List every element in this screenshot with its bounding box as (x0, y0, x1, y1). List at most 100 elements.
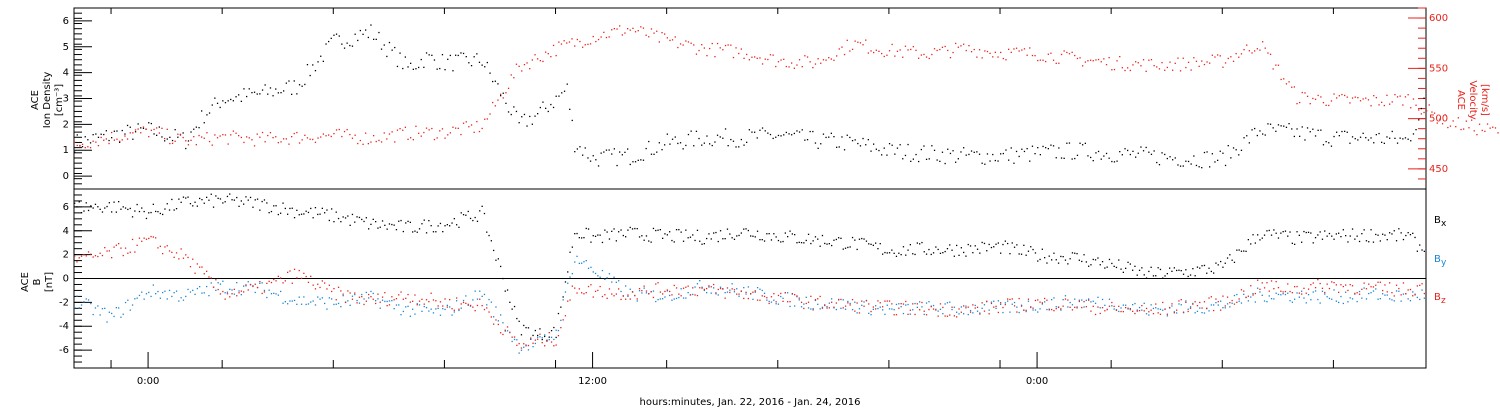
ion-density-point (925, 158, 928, 160)
ion-density-point (214, 97, 216, 99)
ion-density-point (1058, 147, 1060, 149)
by-point (997, 300, 999, 302)
ion-density-point (1185, 160, 1187, 162)
velocity-point (545, 51, 547, 53)
by-point (298, 296, 300, 298)
ion-density-point (650, 153, 653, 155)
bz-point (1060, 308, 1062, 310)
ion-density-point (1370, 137, 1372, 139)
ion-density-point (378, 31, 380, 34)
by-point (553, 338, 555, 341)
bz-point (182, 257, 185, 259)
velocity-point (230, 134, 232, 136)
bx-point (627, 229, 629, 231)
velocity-point (164, 137, 166, 140)
ion-density-point (894, 153, 896, 155)
bz-point (993, 306, 995, 308)
velocity-point (410, 137, 412, 139)
ion-density-point (918, 160, 920, 163)
by-point (710, 292, 712, 294)
by-point (1208, 310, 1210, 312)
bx-point (368, 228, 370, 230)
velocity-point (1113, 68, 1116, 71)
bz-point (655, 283, 657, 285)
bx-point (206, 196, 208, 198)
bz-point (479, 298, 481, 300)
bx-point (266, 202, 268, 204)
bz-point (356, 302, 358, 304)
bz-point (946, 315, 949, 317)
bx-point (1224, 262, 1226, 264)
velocity-point (171, 142, 174, 144)
bz-point (1233, 303, 1236, 305)
velocity-point (396, 129, 399, 131)
bx-point (1409, 234, 1412, 236)
bz-point (902, 303, 905, 305)
velocity-point (791, 62, 793, 64)
bx-point (245, 196, 247, 198)
velocity-point (341, 135, 343, 138)
by-point (678, 296, 680, 299)
by-point (384, 300, 386, 303)
ion-density-point (706, 135, 708, 137)
ion-density-point (412, 68, 414, 70)
velocity-point (468, 126, 470, 128)
bx-point (409, 221, 411, 223)
by-point (317, 296, 319, 298)
velocity-point (1185, 66, 1187, 69)
ion-density-point (1381, 141, 1383, 143)
bz-point (803, 307, 805, 310)
velocity-point (1468, 127, 1470, 129)
ion-density-point (902, 158, 904, 160)
by-point (606, 277, 608, 279)
ion-density-point (642, 159, 645, 161)
velocity-point (142, 126, 145, 128)
ion-density-point (1076, 154, 1079, 156)
ion-density-point (420, 58, 422, 61)
bx-point (416, 231, 418, 233)
velocity-point (418, 132, 420, 134)
bz-point (409, 301, 411, 303)
velocity-point (214, 134, 216, 136)
by-point (224, 292, 226, 294)
by-point (155, 293, 157, 295)
velocity-point (1211, 54, 1213, 56)
by-point (282, 302, 284, 304)
bx-point (1053, 252, 1055, 254)
velocity-point (137, 128, 139, 130)
by-point (963, 313, 965, 315)
bx-point (817, 238, 819, 240)
velocity-point (531, 59, 533, 61)
by-point (682, 297, 685, 299)
bz-point (1152, 313, 1155, 315)
ion-density-point (754, 131, 756, 133)
ion-density-point (1328, 142, 1330, 144)
bz-point (1296, 285, 1298, 288)
ion-density-point (973, 151, 975, 153)
ion-density-point (561, 92, 563, 94)
legend-bx-label: B (1434, 215, 1441, 226)
velocity-point (518, 65, 520, 67)
bx-point (863, 238, 865, 240)
bz-point (476, 304, 479, 307)
velocity-point (84, 147, 86, 149)
bx-point (821, 234, 824, 237)
velocity-point (460, 133, 462, 136)
bx-point (208, 199, 210, 201)
velocity-point (1010, 51, 1012, 53)
by-point (1108, 298, 1111, 300)
bz-point (604, 294, 606, 296)
by-point (988, 309, 990, 311)
bx-point (1011, 242, 1013, 244)
bz-point (636, 298, 638, 300)
by-point (395, 304, 398, 306)
bz-point (891, 303, 893, 305)
bx-point (810, 242, 812, 245)
bz-point (1345, 284, 1347, 286)
bx-point (240, 200, 242, 202)
ion-density-point (891, 144, 893, 146)
bx-point (599, 234, 601, 236)
by-point (134, 298, 136, 300)
bx-point (1263, 234, 1266, 236)
ion-density-point (1349, 142, 1351, 144)
